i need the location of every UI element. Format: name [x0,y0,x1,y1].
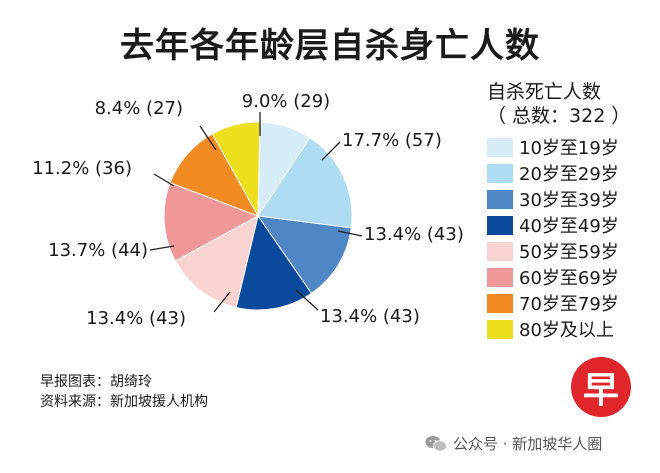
slice-label-5: 13.4% (43) [86,308,186,329]
legend: 自杀死亡人数 （ 总数：322 ） 10岁至19岁 20岁至29岁 30岁至39岁 4… [487,80,657,342]
slice-label-6: 13.7% (44) [48,240,148,261]
legend-swatch [487,268,513,287]
legend-label: 40岁至49岁 [519,212,619,238]
legend-swatch [487,138,513,157]
legend-label: 70岁至79岁 [519,290,619,316]
slice-label-8: 8.4% (27) [95,98,183,119]
legend-title: 自杀死亡人数 [487,80,657,104]
legend-items: 10岁至19岁 20岁至29岁 30岁至39岁 40岁至49岁 50岁至59岁 60岁至6… [487,134,657,342]
legend-item-4: 40岁至49岁 [487,212,657,238]
legend-swatch [487,190,513,209]
wechat-icon [425,435,447,453]
slice-label-4: 13.4% (43) [320,306,420,327]
slice-label-2: 17.7% (57) [342,130,442,151]
zaobao-logo: 早 [571,357,631,417]
credits: 早报图表：胡绮玲 资料来源：新加坡援人机构 [40,372,208,412]
logo-glyph: 早 [583,361,619,413]
slice-label-1: 9.0% (29) [242,91,330,112]
slice-label-7: 11.2% (36) [32,158,132,179]
legend-item-7: 70岁至79岁 [487,290,657,316]
legend-swatch [487,320,513,339]
data-source: 资料来源：新加坡援人机构 [40,392,208,412]
legend-swatch [487,294,513,313]
legend-label: 60岁至69岁 [519,264,619,290]
legend-label: 10岁至19岁 [519,134,619,160]
legend-item-6: 60岁至69岁 [487,264,657,290]
chart-credit: 早报图表：胡绮玲 [40,372,208,392]
legend-swatch [487,216,513,235]
legend-subtitle: （ 总数：322 ） [487,104,657,128]
legend-swatch [487,242,513,261]
legend-item-3: 30岁至39岁 [487,186,657,212]
legend-label: 50岁至59岁 [519,238,619,264]
legend-item-2: 20岁至29岁 [487,160,657,186]
slice-label-3: 13.4% (43) [364,224,464,245]
legend-item-1: 10岁至19岁 [487,134,657,160]
legend-label: 30岁至39岁 [519,186,619,212]
legend-item-8: 80岁及以上 [487,316,657,342]
legend-swatch [487,164,513,183]
legend-item-5: 50岁至59岁 [487,238,657,264]
footer: 公众号 · 新加坡华人圈 [425,433,602,454]
footer-text: 公众号 · 新加坡华人圈 [453,433,602,454]
legend-label: 80岁及以上 [519,316,614,342]
legend-label: 20岁至29岁 [519,160,619,186]
